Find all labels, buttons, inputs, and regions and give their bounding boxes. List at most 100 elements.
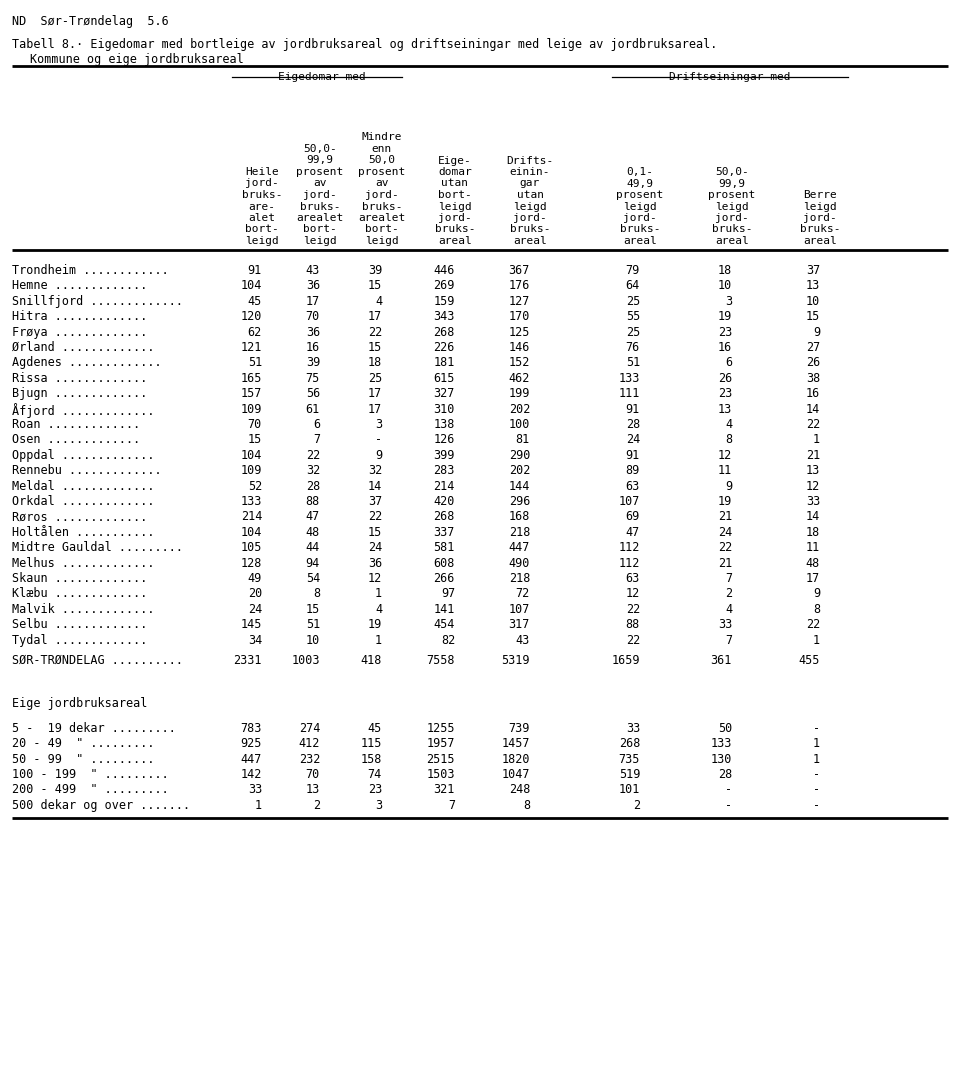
Text: 62: 62 xyxy=(248,325,262,338)
Text: 4: 4 xyxy=(374,295,382,308)
Text: 447: 447 xyxy=(509,541,530,554)
Text: 1659: 1659 xyxy=(612,654,640,667)
Text: 146: 146 xyxy=(509,341,530,354)
Text: Berre: Berre xyxy=(804,190,837,200)
Text: 145: 145 xyxy=(241,618,262,631)
Text: 3: 3 xyxy=(374,418,382,431)
Text: 1503: 1503 xyxy=(426,768,455,781)
Text: Åfjord .............: Åfjord ............. xyxy=(12,402,155,417)
Text: 130: 130 xyxy=(710,752,732,765)
Text: -: - xyxy=(725,799,732,812)
Text: 317: 317 xyxy=(509,618,530,631)
Text: 21: 21 xyxy=(805,448,820,462)
Text: 1: 1 xyxy=(254,799,262,812)
Text: Malvik .............: Malvik ............. xyxy=(12,602,155,616)
Text: 615: 615 xyxy=(434,371,455,385)
Text: 581: 581 xyxy=(434,541,455,554)
Text: 12: 12 xyxy=(626,587,640,600)
Text: jord-: jord- xyxy=(438,213,472,223)
Text: 33: 33 xyxy=(248,783,262,796)
Text: 1: 1 xyxy=(374,587,382,600)
Text: 26: 26 xyxy=(805,356,820,369)
Text: av: av xyxy=(313,179,326,188)
Text: 158: 158 xyxy=(361,752,382,765)
Text: 51: 51 xyxy=(305,618,320,631)
Text: 37: 37 xyxy=(805,264,820,277)
Text: 14: 14 xyxy=(805,402,820,415)
Text: 19: 19 xyxy=(718,495,732,508)
Text: leigd: leigd xyxy=(804,201,837,212)
Text: 783: 783 xyxy=(241,722,262,735)
Text: 9: 9 xyxy=(813,587,820,600)
Text: 16: 16 xyxy=(718,341,732,354)
Text: 327: 327 xyxy=(434,387,455,400)
Text: 141: 141 xyxy=(434,602,455,616)
Text: leigd: leigd xyxy=(514,201,547,212)
Text: 925: 925 xyxy=(241,737,262,750)
Text: 1: 1 xyxy=(813,633,820,646)
Text: 100: 100 xyxy=(509,418,530,431)
Text: 1003: 1003 xyxy=(292,654,320,667)
Text: 6: 6 xyxy=(725,356,732,369)
Text: 43: 43 xyxy=(305,264,320,277)
Text: 343: 343 xyxy=(434,310,455,323)
Text: Hemne .............: Hemne ............. xyxy=(12,279,148,292)
Text: prosent: prosent xyxy=(708,190,756,200)
Text: 22: 22 xyxy=(305,448,320,462)
Text: 361: 361 xyxy=(710,654,732,667)
Text: 50,0-: 50,0- xyxy=(303,144,337,154)
Text: 3: 3 xyxy=(725,295,732,308)
Text: bruks-: bruks- xyxy=(711,225,753,234)
Text: Rissa .............: Rissa ............. xyxy=(12,371,148,385)
Text: 100 - 199  " .........: 100 - 199 " ......... xyxy=(12,768,169,781)
Text: Melhus .............: Melhus ............. xyxy=(12,556,155,569)
Text: 12: 12 xyxy=(805,479,820,492)
Text: bruks-: bruks- xyxy=(435,225,475,234)
Text: 39: 39 xyxy=(305,356,320,369)
Text: 133: 133 xyxy=(241,495,262,508)
Text: 94: 94 xyxy=(305,556,320,569)
Text: Eigedomar med: Eigedomar med xyxy=(278,72,366,82)
Text: 128: 128 xyxy=(241,556,262,569)
Text: 112: 112 xyxy=(618,556,640,569)
Text: 8: 8 xyxy=(725,433,732,446)
Text: 1957: 1957 xyxy=(426,737,455,750)
Text: 14: 14 xyxy=(368,479,382,492)
Text: 45: 45 xyxy=(368,722,382,735)
Text: 51: 51 xyxy=(626,356,640,369)
Text: 109: 109 xyxy=(241,402,262,415)
Text: 133: 133 xyxy=(710,737,732,750)
Text: areal: areal xyxy=(514,236,547,246)
Text: 70: 70 xyxy=(305,768,320,781)
Text: 159: 159 xyxy=(434,295,455,308)
Text: 69: 69 xyxy=(626,510,640,523)
Text: 5319: 5319 xyxy=(501,654,530,667)
Text: 4: 4 xyxy=(725,602,732,616)
Text: 268: 268 xyxy=(618,737,640,750)
Text: 447: 447 xyxy=(241,752,262,765)
Text: 54: 54 xyxy=(305,572,320,585)
Text: 144: 144 xyxy=(509,479,530,492)
Text: 2: 2 xyxy=(313,799,320,812)
Text: 1: 1 xyxy=(813,737,820,750)
Text: 99,9: 99,9 xyxy=(718,179,746,188)
Text: 1047: 1047 xyxy=(501,768,530,781)
Text: prosent: prosent xyxy=(358,167,406,177)
Text: ND  Sør-Trøndelag  5.6: ND Sør-Trøndelag 5.6 xyxy=(12,15,169,28)
Text: 248: 248 xyxy=(509,783,530,796)
Text: alet: alet xyxy=(249,213,276,223)
Text: 28: 28 xyxy=(305,479,320,492)
Text: leigd: leigd xyxy=(715,201,749,212)
Text: av: av xyxy=(375,179,389,188)
Text: Heile: Heile xyxy=(245,167,278,177)
Text: 266: 266 xyxy=(434,572,455,585)
Text: -: - xyxy=(813,799,820,812)
Text: 17: 17 xyxy=(368,387,382,400)
Text: 89: 89 xyxy=(626,464,640,477)
Text: 70: 70 xyxy=(305,310,320,323)
Text: 61: 61 xyxy=(305,402,320,415)
Text: are-: are- xyxy=(249,201,276,212)
Text: 739: 739 xyxy=(509,722,530,735)
Text: jord-: jord- xyxy=(245,179,278,188)
Text: 8: 8 xyxy=(813,602,820,616)
